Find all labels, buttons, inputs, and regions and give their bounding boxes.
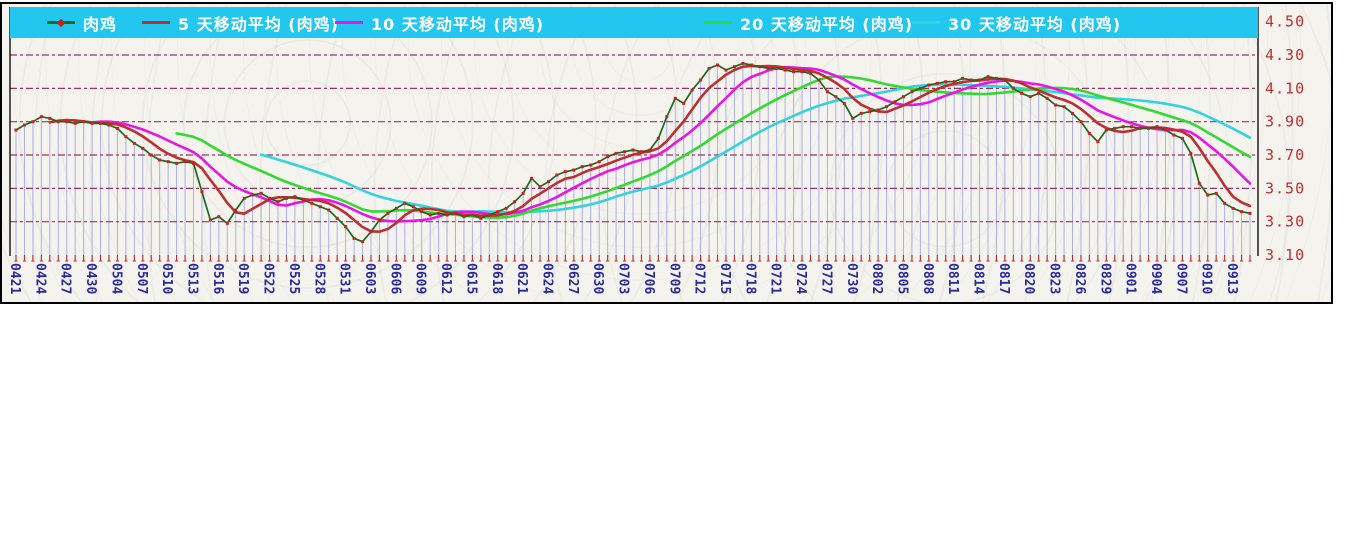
svg-text:0516: 0516 — [210, 263, 225, 294]
svg-text:3.50: 3.50 — [1265, 179, 1305, 197]
svg-text:0427: 0427 — [58, 263, 73, 294]
legend-label: 30 天移动平均 (肉鸡) — [948, 14, 1122, 34]
legend-label: 10 天移动平均 (肉鸡) — [371, 14, 545, 34]
price-markers — [14, 61, 1252, 244]
plot-frame — [9, 7, 1259, 256]
price-marker-icon — [56, 18, 66, 27]
svg-text:3.10: 3.10 — [1265, 246, 1305, 264]
svg-text:0829: 0829 — [1097, 263, 1112, 294]
ma10-line — [90, 65, 1252, 223]
svg-text:0603: 0603 — [362, 263, 377, 294]
svg-text:0430: 0430 — [83, 263, 98, 294]
svg-text:0621: 0621 — [514, 263, 529, 294]
svg-text:0510: 0510 — [159, 263, 174, 294]
svg-text:0721: 0721 — [768, 263, 783, 294]
legend-item-ma10: 10 天移动平均 (肉鸡) — [335, 7, 544, 38]
svg-text:0504: 0504 — [108, 263, 123, 294]
svg-text:0615: 0615 — [463, 263, 478, 294]
svg-text:3.90: 3.90 — [1265, 113, 1305, 131]
ma5-line-swatch — [142, 21, 170, 24]
svg-text:0525: 0525 — [286, 263, 301, 294]
svg-text:0715: 0715 — [717, 263, 732, 294]
svg-text:0805: 0805 — [894, 263, 909, 294]
svg-text:0712: 0712 — [692, 263, 707, 294]
ma30-line-swatch — [912, 21, 940, 24]
svg-text:4.50: 4.50 — [1265, 13, 1305, 31]
svg-text:0727: 0727 — [818, 263, 833, 294]
svg-text:0709: 0709 — [666, 263, 681, 294]
svg-text:0528: 0528 — [311, 263, 326, 294]
ma10-line-swatch — [335, 21, 363, 24]
svg-text:0901: 0901 — [1123, 263, 1138, 294]
svg-text:0823: 0823 — [1047, 263, 1062, 294]
svg-text:0718: 0718 — [742, 263, 757, 294]
svg-text:0910: 0910 — [1199, 263, 1214, 294]
legend-label: 5 天移动平均 (肉鸡) — [178, 14, 339, 34]
svg-text:0904: 0904 — [1148, 263, 1163, 294]
svg-text:0706: 0706 — [641, 263, 656, 294]
svg-text:0421: 0421 — [7, 263, 22, 294]
svg-text:0811: 0811 — [945, 263, 960, 294]
chart-box: 0421 0424 0427 0430 0504 0507 0510 0513 0516 0519… — [0, 2, 1333, 304]
svg-text:3.30: 3.30 — [1265, 213, 1305, 231]
legend-item-ma5: 5 天移动平均 (肉鸡) — [142, 7, 339, 38]
legend-band: 肉鸡 5 天移动平均 (肉鸡) 10 天移动平均 (肉鸡) 20 天移动平均 (… — [10, 7, 1258, 38]
svg-text:0814: 0814 — [971, 263, 986, 294]
svg-text:0624: 0624 — [539, 263, 554, 294]
svg-text:0522: 0522 — [261, 263, 276, 294]
chart-svg: 0421 0424 0427 0430 0504 0507 0510 0513 0516 0519… — [7, 7, 1305, 294]
svg-text:0519: 0519 — [235, 263, 250, 294]
x-axis-labels: 0421 0424 0427 0430 0504 0507 0510 0513 0516 0519… — [7, 263, 1239, 294]
legend-item-price: 肉鸡 — [47, 7, 117, 38]
svg-text:0513: 0513 — [184, 263, 199, 294]
svg-text:0618: 0618 — [489, 263, 504, 294]
x-tick-marks — [14, 255, 1252, 262]
svg-text:4.30: 4.30 — [1265, 46, 1305, 64]
svg-text:0907: 0907 — [1173, 263, 1188, 294]
svg-text:4.10: 4.10 — [1265, 79, 1305, 97]
svg-text:0507: 0507 — [134, 263, 149, 294]
svg-text:0730: 0730 — [844, 263, 859, 294]
svg-text:0609: 0609 — [413, 263, 428, 294]
svg-text:0424: 0424 — [32, 263, 47, 294]
svg-text:0703: 0703 — [616, 263, 631, 294]
legend-item-ma30: 30 天移动平均 (肉鸡) — [912, 7, 1121, 38]
legend-label: 20 天移动平均 (肉鸡) — [740, 14, 914, 34]
price-line-swatch — [47, 18, 75, 27]
ma20-line — [175, 75, 1252, 219]
svg-text:0606: 0606 — [387, 263, 402, 294]
svg-text:0802: 0802 — [869, 263, 884, 294]
svg-text:0826: 0826 — [1072, 263, 1087, 294]
legend-item-ma20: 20 天移动平均 (肉鸡) — [704, 7, 913, 38]
svg-text:0820: 0820 — [1021, 263, 1036, 294]
svg-text:0531: 0531 — [337, 263, 352, 294]
legend-label: 肉鸡 — [83, 14, 118, 34]
svg-text:3.70: 3.70 — [1265, 146, 1305, 164]
svg-text:0913: 0913 — [1224, 263, 1239, 294]
y-axis-labels: 4.50 4.30 4.10 3.90 3.70 3.50 3.30 3.10 — [1265, 13, 1305, 264]
ma30-line — [259, 83, 1252, 214]
svg-text:0627: 0627 — [565, 263, 580, 294]
svg-text:0630: 0630 — [590, 263, 605, 294]
svg-text:0808: 0808 — [920, 263, 935, 294]
svg-text:0612: 0612 — [438, 263, 453, 294]
svg-text:0724: 0724 — [793, 263, 808, 294]
svg-text:0817: 0817 — [996, 263, 1011, 294]
ma20-line-swatch — [704, 21, 732, 24]
